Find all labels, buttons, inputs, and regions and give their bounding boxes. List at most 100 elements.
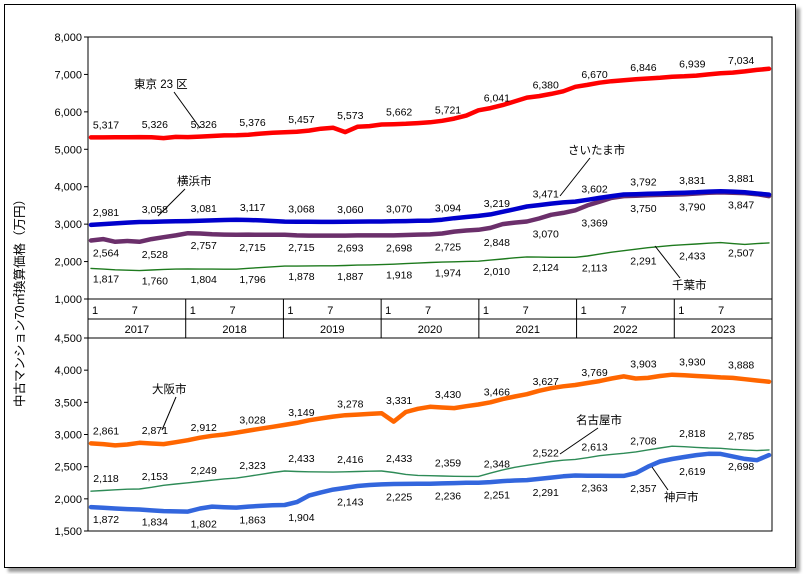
top-data-label: 3,831 xyxy=(679,175,705,187)
top-data-label: 3,750 xyxy=(630,203,656,215)
top-data-label: 2,848 xyxy=(484,237,510,249)
top-data-label: 2,564 xyxy=(93,247,119,259)
bottom-data-label: 1,904 xyxy=(288,512,314,524)
bottom-data-label: 2,359 xyxy=(435,458,461,470)
top-data-label: 3,060 xyxy=(337,204,363,216)
y-tick-label: 4,000 xyxy=(54,182,82,194)
top-data-label: 2,693 xyxy=(337,243,363,255)
top-data-label: 5,662 xyxy=(386,107,412,119)
top-data-label: 2,757 xyxy=(191,240,217,252)
top-data-label: 1,878 xyxy=(288,271,314,283)
year-label: 2018 xyxy=(222,324,246,336)
x-tick-label: 1 xyxy=(581,305,587,317)
y-tick-label: 8,000 xyxy=(54,32,82,44)
bottom-data-label: 2,118 xyxy=(93,473,119,485)
bottom-data-label: 1,802 xyxy=(191,519,217,531)
bottom-data-label: 3,278 xyxy=(337,399,363,411)
y-tick-label: 3,500 xyxy=(54,397,82,409)
top-data-label: 2,507 xyxy=(728,248,754,260)
bottom-data-label: 2,357 xyxy=(630,483,656,495)
series-name-label: 神戸市 xyxy=(664,490,699,504)
series-name-label: 千葉市 xyxy=(672,278,707,292)
top-data-label: 3,792 xyxy=(630,176,656,188)
bottom-data-label: 2,416 xyxy=(337,454,363,466)
top-data-label: 3,068 xyxy=(288,204,314,216)
top-plot-area xyxy=(87,36,773,300)
top-data-label: 3,881 xyxy=(728,173,754,185)
series-name-label: 横浜市 xyxy=(177,174,212,188)
bottom-data-label: 2,153 xyxy=(142,471,168,483)
bottom-data-label: 2,785 xyxy=(728,430,754,442)
top-data-label: 5,573 xyxy=(337,110,363,122)
bottom-data-label: 2,613 xyxy=(581,441,607,453)
x-tick-label: 7 xyxy=(230,305,236,317)
top-data-label: 3,219 xyxy=(484,198,510,210)
bottom-data-label: 3,888 xyxy=(728,359,754,371)
top-data-label: 3,369 xyxy=(581,217,607,229)
bottom-data-label: 2,143 xyxy=(337,497,363,509)
top-data-label: 2,698 xyxy=(386,242,412,254)
bottom-data-label: 1,872 xyxy=(93,514,119,526)
y-tick-label: 2,000 xyxy=(54,257,82,269)
top-data-label: 6,041 xyxy=(484,92,510,104)
top-data-label: 5,457 xyxy=(288,114,314,126)
x-tick-label: 7 xyxy=(523,305,529,317)
leader-line xyxy=(157,188,186,217)
top-data-label: 2,291 xyxy=(630,256,656,268)
top-data-label: 1,887 xyxy=(337,271,363,283)
series-name-label: さいたま市 xyxy=(568,143,625,157)
y-tick-label: 3,000 xyxy=(54,430,82,442)
bottom-data-label: 2,251 xyxy=(484,490,510,502)
top-data-label: 2,010 xyxy=(484,266,510,278)
top-data-label: 1,796 xyxy=(239,274,265,286)
leader-line xyxy=(559,427,599,455)
series-name-label: 東京 23 区 xyxy=(134,77,188,91)
top-data-label: 3,070 xyxy=(533,229,559,241)
top-data-label: 2,725 xyxy=(435,241,461,253)
bottom-data-label: 2,871 xyxy=(142,425,168,437)
top-data-label: 1,760 xyxy=(142,276,168,288)
x-tick-label: 7 xyxy=(132,305,138,317)
year-label: 2020 xyxy=(418,324,442,336)
bottom-data-label: 3,930 xyxy=(679,357,705,369)
y-tick-label: 2,000 xyxy=(54,494,82,506)
bottom-series-line-2 xyxy=(88,451,772,514)
bottom-data-label: 3,627 xyxy=(533,376,559,388)
top-data-label: 3,602 xyxy=(581,184,607,196)
top-data-label: 3,081 xyxy=(191,203,217,215)
bottom-data-label: 1,834 xyxy=(142,517,168,529)
top-data-label: 7,034 xyxy=(728,55,754,67)
top-data-label: 2,715 xyxy=(288,242,314,254)
y-tick-label: 7,000 xyxy=(54,69,82,81)
top-data-label: 1,918 xyxy=(386,270,412,282)
y-tick-label: 5,000 xyxy=(54,144,82,156)
top-data-label: 2,124 xyxy=(533,262,559,274)
y-tick-label: 4,000 xyxy=(54,365,82,377)
bottom-data-label: 2,348 xyxy=(484,458,510,470)
bottom-data-label: 3,331 xyxy=(386,395,412,407)
top-data-label: 3,094 xyxy=(435,203,461,215)
bottom-data-label: 2,236 xyxy=(435,491,461,503)
bottom-data-label: 2,708 xyxy=(630,435,656,447)
bottom-data-label: 2,818 xyxy=(679,428,705,440)
bottom-data-label: 3,466 xyxy=(484,387,510,399)
bottom-data-label: 3,149 xyxy=(288,407,314,419)
top-data-label: 2,433 xyxy=(679,250,705,262)
top-data-label: 3,117 xyxy=(240,202,266,214)
top-data-label: 1,804 xyxy=(191,274,217,286)
bottom-data-label: 2,912 xyxy=(191,422,217,434)
top-series-line-0 xyxy=(88,66,772,141)
y-tick-label: 1,000 xyxy=(54,294,82,306)
top-data-label: 2,715 xyxy=(239,242,265,254)
bottom-data-label: 1,863 xyxy=(239,515,265,527)
bottom-data-label: 2,249 xyxy=(191,465,217,477)
bottom-series-line-0 xyxy=(88,372,772,448)
leader-line xyxy=(173,91,201,129)
top-data-label: 6,846 xyxy=(630,62,656,74)
y-axis-title: 中古マンション70㎡換算価格（万円） xyxy=(12,193,27,407)
x-tick-label: 1 xyxy=(92,305,98,317)
y-tick-label: 3,000 xyxy=(54,219,82,231)
year-label: 2021 xyxy=(515,324,539,336)
year-label: 2019 xyxy=(320,324,344,336)
